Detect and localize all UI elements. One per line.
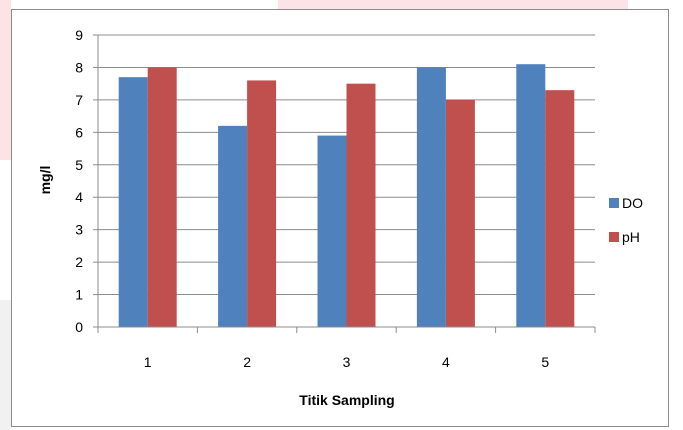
y-tick-label: 2 — [75, 254, 83, 270]
y-tick-label: 7 — [75, 92, 83, 108]
x-tick-label: 2 — [243, 354, 251, 370]
x-tick-label: 5 — [541, 354, 549, 370]
y-tick-label: 1 — [75, 287, 83, 303]
bar-do-3 — [317, 135, 347, 327]
watermark-left — [0, 0, 11, 160]
watermark-side — [0, 300, 11, 430]
legend-swatch-ph — [609, 232, 619, 242]
bar-ph-2 — [247, 80, 277, 327]
y-tick-label: 9 — [75, 27, 83, 43]
bar-ph-4 — [445, 99, 475, 327]
bar-do-1 — [118, 77, 148, 327]
y-tick-label: 5 — [75, 157, 83, 173]
watermark-top — [278, 0, 628, 9]
legend-label-ph: pH — [622, 229, 640, 245]
y-tick-label: 6 — [75, 124, 83, 140]
x-tick-label: 3 — [343, 354, 351, 370]
y-tick-label: 0 — [75, 319, 83, 335]
bars — [118, 64, 575, 328]
axes — [97, 35, 595, 328]
bar-ph-1 — [147, 67, 177, 327]
x-tick-label: 4 — [442, 354, 450, 370]
y-tick-label: 3 — [75, 222, 83, 238]
legend-label-do: DO — [622, 195, 643, 211]
bar-do-4 — [416, 67, 446, 327]
x-tick-labels: 1 2 3 4 5 — [97, 327, 596, 370]
legend-swatch-do — [609, 198, 619, 208]
bar-ph-3 — [346, 83, 376, 328]
bar-ph-5 — [545, 90, 575, 328]
bar-do-5 — [516, 64, 546, 327]
y-axis-title: mg/l — [37, 166, 53, 195]
bar-do-2 — [218, 125, 248, 327]
x-axis-title: Titik Sampling — [299, 392, 394, 408]
y-tick-labels: 0 1 2 3 4 5 6 7 8 9 — [75, 27, 98, 335]
y-tick-label: 8 — [75, 59, 83, 75]
y-tick-label: 4 — [75, 189, 83, 205]
legend: DO pH — [609, 195, 643, 245]
x-tick-label: 1 — [144, 354, 152, 370]
